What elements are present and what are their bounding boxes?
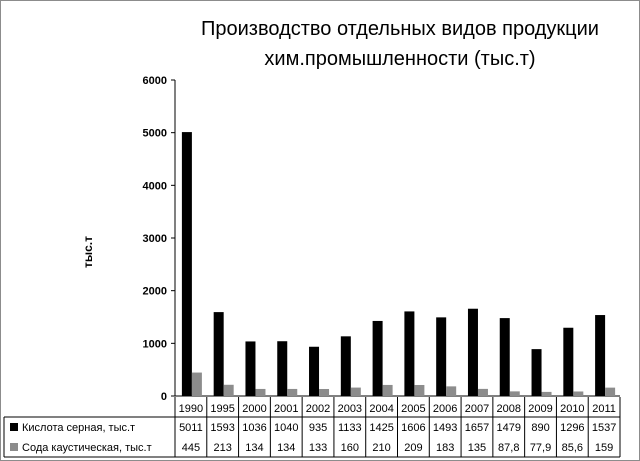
bar-caustic-soda-2003: [350, 387, 361, 396]
x-tick-label: 2001: [274, 403, 298, 415]
bar-sulfuric-acid-2008: [499, 318, 510, 396]
y-tick-label: 1000: [143, 338, 167, 350]
x-tick-label: 2009: [528, 403, 552, 415]
data-label: 1593: [210, 422, 234, 434]
x-tick-label: 2003: [338, 403, 362, 415]
bar-sulfuric-acid-2011: [595, 315, 606, 396]
data-label: 213: [213, 442, 231, 454]
bar-sulfuric-acid-2006: [436, 317, 447, 396]
bar-sulfuric-acid-2009: [531, 349, 542, 396]
bar-sulfuric-acid-2001: [277, 341, 288, 396]
x-tick-label: 2011: [592, 403, 616, 415]
x-tick-label: 2002: [306, 403, 330, 415]
x-tick-label: 2006: [433, 403, 457, 415]
bar-caustic-soda-2011: [605, 387, 616, 396]
data-table: 1990 1995 2000 2001 2002 2003 2004 2005 2006 2007…: [3, 397, 621, 458]
legend-swatch: [10, 443, 18, 451]
bar-caustic-soda-2005: [414, 384, 425, 396]
bar-caustic-soda-2010: [573, 391, 584, 396]
data-label: 210: [372, 442, 390, 454]
bar-sulfuric-acid-1990: [181, 132, 192, 396]
data-label: 85,6: [562, 442, 583, 454]
bar-caustic-soda-2006: [446, 386, 457, 396]
x-tick-label: 2010: [560, 403, 584, 415]
data-label: 159: [595, 442, 613, 454]
x-tick-label: 1990: [179, 403, 203, 415]
data-label: 1657: [465, 422, 489, 434]
data-label: 209: [404, 442, 422, 454]
bar-sulfuric-acid-2005: [404, 311, 415, 396]
chart-title: Производство отдельных видов продукции х…: [120, 14, 640, 74]
data-label: 1425: [369, 422, 393, 434]
bar-caustic-soda-1990: [191, 372, 202, 396]
bar-sulfuric-acid-2004: [372, 320, 383, 396]
data-label: 1479: [497, 422, 521, 434]
y-tick-label: 5000: [143, 128, 167, 140]
data-label: 134: [245, 442, 263, 454]
bar-sulfuric-acid-2000: [245, 341, 256, 396]
bar-caustic-soda-2009: [541, 391, 552, 396]
data-label: 135: [468, 442, 486, 454]
y-tick-label: 2000: [143, 286, 167, 298]
data-label: 1133: [338, 422, 362, 434]
x-tick-label: 2008: [497, 403, 521, 415]
data-label: 160: [341, 442, 359, 454]
legend-swatch: [10, 423, 18, 431]
bar-caustic-soda-2001: [287, 388, 298, 396]
chart-title-line-1: Производство отдельных видов продукции: [201, 18, 599, 40]
x-tick-label: 2007: [465, 403, 489, 415]
data-label: 890: [531, 422, 549, 434]
data-label: 935: [309, 422, 327, 434]
data-label: 1296: [560, 422, 584, 434]
y-tick-label: 6000: [143, 75, 167, 87]
data-label: 183: [436, 442, 454, 454]
data-label: 445: [182, 442, 200, 454]
bar-sulfuric-acid-2002: [309, 346, 320, 396]
data-label: 1606: [401, 422, 425, 434]
x-tick-label: 2005: [401, 403, 425, 415]
x-tick-label: 2004: [369, 403, 393, 415]
data-label: 133: [309, 442, 327, 454]
bar-caustic-soda-2007: [477, 388, 488, 396]
x-tick-label: 2000: [242, 403, 266, 415]
data-label: 134: [277, 442, 295, 454]
data-label: 1036: [242, 422, 266, 434]
y-tick-label: 3000: [143, 233, 167, 245]
data-label: 1040: [274, 422, 298, 434]
data-label: 1493: [433, 422, 457, 434]
chart-title-line-2: хим.промышленности (тыс.т): [264, 48, 536, 70]
legend-entry: Сода каустическая, тыс.т: [22, 442, 152, 454]
data-label: 77,9: [530, 442, 551, 454]
data-label: 1537: [592, 422, 616, 434]
bar-caustic-soda-2004: [382, 384, 393, 396]
y-tick-label: 0: [161, 391, 167, 403]
bar-caustic-soda-2008: [509, 391, 520, 396]
bars: [181, 132, 616, 396]
bar-caustic-soda-2000: [255, 388, 266, 396]
bar-sulfuric-acid-2003: [340, 336, 351, 396]
bar-caustic-soda-1995: [223, 384, 234, 396]
bar-sulfuric-acid-2007: [467, 308, 478, 396]
y-axis-label: тыс.т: [81, 236, 95, 268]
data-label: 87,8: [498, 442, 519, 454]
y-tick-label: 4000: [143, 180, 167, 192]
bar-sulfuric-acid-1995: [213, 312, 224, 396]
legend-entry: Кислота серная, тыс.т: [22, 422, 135, 434]
data-label: 5011: [179, 422, 203, 434]
x-tick-label: 1995: [210, 403, 234, 415]
bar-sulfuric-acid-2010: [563, 327, 574, 396]
bar-caustic-soda-2002: [319, 388, 330, 396]
